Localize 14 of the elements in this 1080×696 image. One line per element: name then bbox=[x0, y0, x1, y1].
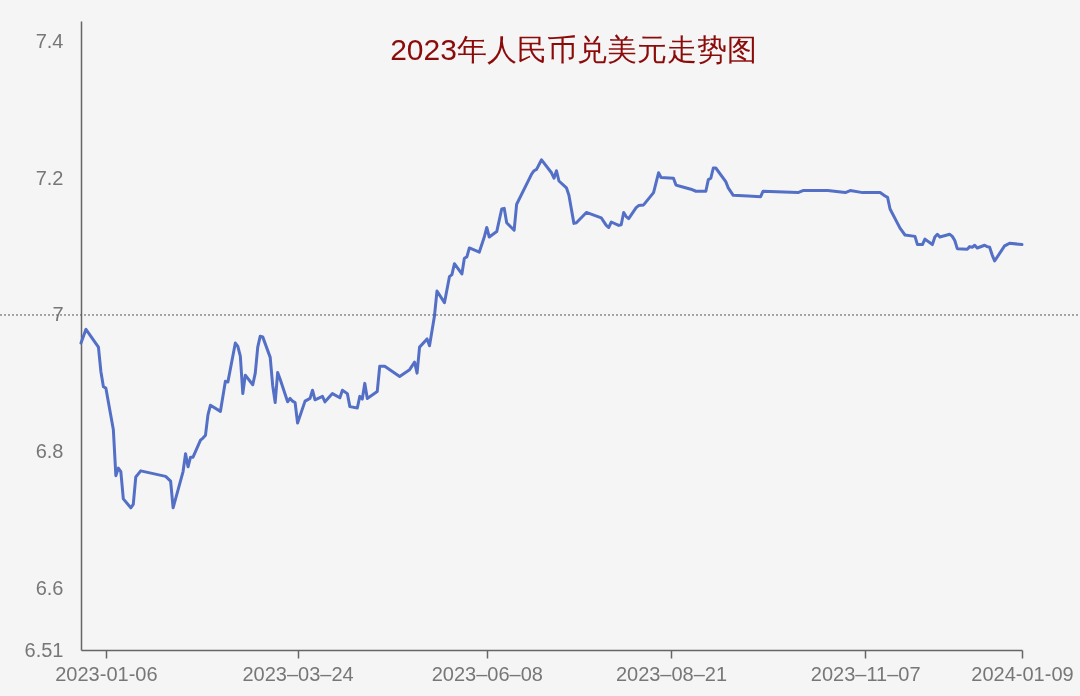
x-tick-label: 2023–08–21 bbox=[615, 662, 728, 685]
x-tick-label: 2023–03–24 bbox=[242, 662, 354, 685]
x-tick-label: 2023-01-06 bbox=[55, 662, 158, 685]
y-tick-label: 7 bbox=[52, 303, 64, 326]
y-tick-label: 6.6 bbox=[35, 576, 64, 599]
y-tick-label: 7.2 bbox=[35, 166, 64, 189]
chart-title: 2023年人民币兑美元走势图 bbox=[390, 33, 757, 66]
y-tick-label: 6.51 bbox=[24, 638, 64, 661]
y-tick-label: 7.4 bbox=[35, 30, 64, 53]
x-tick-label: 2023–11–07 bbox=[810, 662, 921, 685]
y-tick-label: 6.8 bbox=[35, 440, 64, 463]
line-series bbox=[79, 158, 1024, 510]
x-tick-label: 2024-01-09 bbox=[971, 662, 1074, 685]
x-tick-label: 2023–06–08 bbox=[431, 662, 543, 685]
